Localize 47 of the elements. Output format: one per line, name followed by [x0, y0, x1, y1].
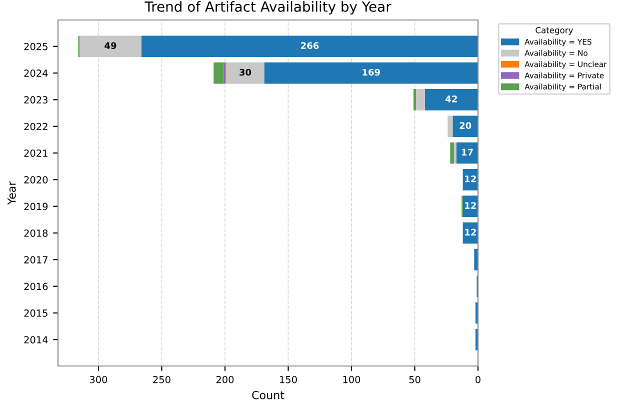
bar: [448, 116, 453, 138]
bar: [474, 248, 478, 270]
y-tick-label: 2024: [24, 70, 48, 77]
x-tick-label: 300: [90, 376, 108, 384]
chart-title: Trend of Artifact Availability by Year: [144, 1, 392, 15]
bar: [452, 116, 478, 138]
data-label: 169: [362, 68, 380, 76]
data-label: 12: [465, 228, 476, 236]
y-tick-label: 2018: [24, 229, 48, 237]
bar: [214, 62, 224, 84]
legend-title: Category: [536, 27, 573, 35]
data-label: 49: [104, 42, 116, 50]
y-tick-label: 2017: [24, 256, 48, 264]
y-tick-label: 2015: [24, 309, 48, 317]
bar: [80, 36, 142, 58]
data-label: 30: [240, 68, 252, 76]
bar: [450, 142, 454, 164]
data-label: 42: [446, 95, 457, 102]
y-tick-label: 2020: [24, 176, 48, 184]
data-label: 12: [465, 202, 476, 209]
bar: [264, 62, 478, 84]
y-tick-label: 2022: [24, 122, 48, 130]
bar: [456, 142, 478, 164]
data-label: 266: [301, 42, 319, 50]
bar: [424, 89, 478, 110]
x-tick-label: 250: [153, 376, 170, 384]
y-tick-label: 2025: [24, 42, 48, 50]
x-tick-label: 100: [343, 376, 360, 384]
y-tick-label: 2023: [24, 96, 48, 104]
y-axis-title: Year: [8, 181, 16, 205]
data-label: 17: [462, 148, 473, 156]
y-tick-label: 2014: [24, 336, 48, 344]
data-label: 20: [460, 122, 472, 129]
y-tick-label: 2019: [24, 202, 48, 210]
x-tick-label: 200: [216, 376, 234, 384]
bar: [226, 62, 264, 84]
bar: [141, 36, 478, 58]
bar: [413, 89, 416, 110]
y-tick-label: 2016: [24, 282, 48, 290]
x-tick-label: 50: [409, 376, 420, 384]
x-tick-label: 0: [476, 376, 480, 384]
y-tick-label: 2021: [24, 149, 48, 157]
data-label: 12: [465, 175, 476, 182]
bar: [454, 142, 456, 164]
bar: [416, 89, 425, 110]
x-tick-label: 150: [280, 376, 297, 384]
x-axis-title: Count: [252, 390, 284, 400]
